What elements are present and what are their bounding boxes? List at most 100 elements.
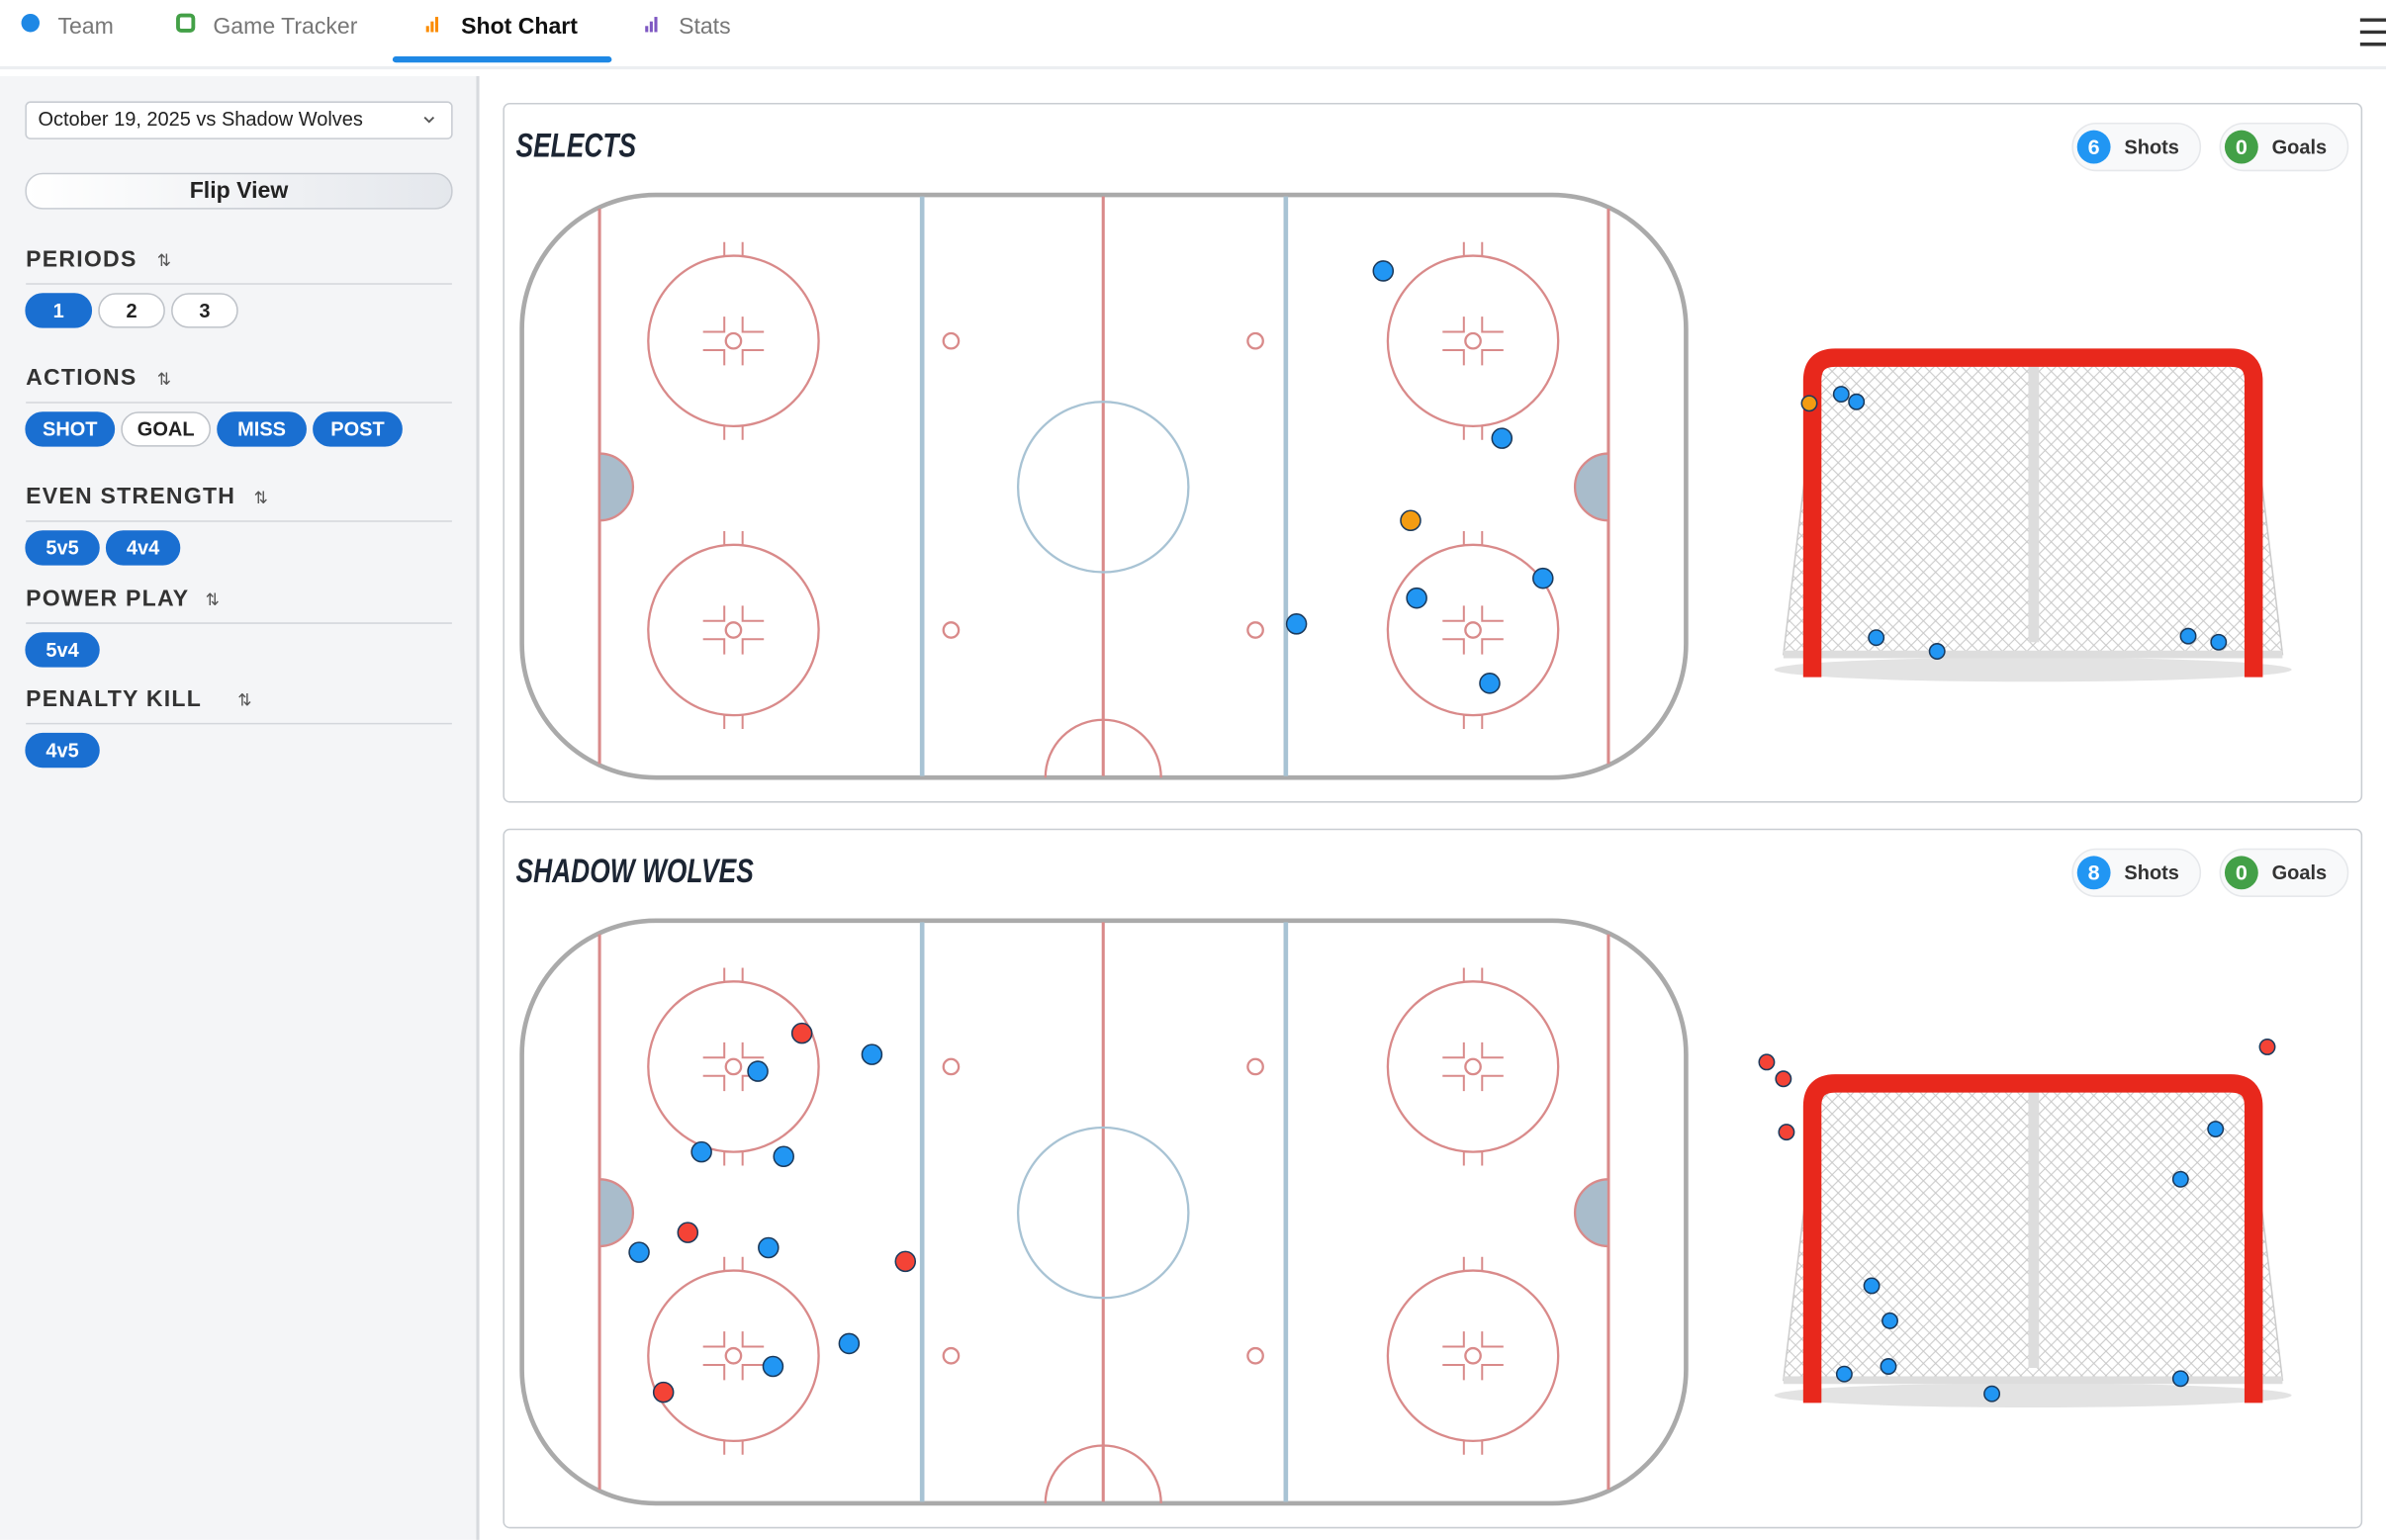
rink-shot-dot[interactable]: [1532, 567, 1554, 589]
sort-icon[interactable]: ⇅: [157, 370, 171, 389]
rink-shot-dot[interactable]: [1285, 613, 1308, 635]
tab[interactable]: Team: [21, 13, 114, 39]
filter-pill-bg: [25, 411, 116, 447]
faceoff-dot: [1464, 1057, 1482, 1076]
filter-heading: POWER PLAY: [26, 585, 189, 610]
filter-pill[interactable]: 5v5: [25, 530, 100, 566]
net: [1774, 348, 2292, 682]
filter-pill[interactable]: MISS: [217, 411, 307, 447]
filter-pill-bg: [313, 411, 403, 447]
badge-label: Goals: [2272, 136, 2328, 158]
filter-pill[interactable]: 1: [25, 293, 93, 328]
rink-shot-dot[interactable]: [1479, 673, 1501, 694]
net-shot-dot[interactable]: [1775, 1070, 1792, 1088]
net-frame: [1802, 1074, 2263, 1404]
faceoff-hashes: [702, 967, 765, 1166]
filter-pill-bg: [25, 732, 100, 769]
center-circle: [1016, 401, 1190, 574]
rink-shot-dot[interactable]: [652, 1381, 675, 1404]
net-shot-dot[interactable]: [2258, 1039, 2276, 1055]
filter-pill-bg: [105, 530, 181, 566]
filter-pill[interactable]: GOAL: [121, 411, 212, 447]
team-name: SELECTS: [515, 128, 636, 164]
net-shot-dot[interactable]: [1983, 1385, 2001, 1403]
filter-pill[interactable]: SHOT: [25, 411, 116, 447]
flip-view-button[interactable]: Flip View: [25, 172, 453, 210]
tab-icon-bar: [649, 21, 653, 33]
sort-icon[interactable]: ⇅: [237, 691, 251, 710]
filter-pill-label: GOAL: [138, 419, 195, 441]
faceoff-dot: [724, 1057, 743, 1076]
rink-shot-dot[interactable]: [1372, 260, 1395, 282]
faceoff-hashes: [1442, 1256, 1504, 1455]
rink-shot-dot[interactable]: [1406, 587, 1427, 609]
net-shot-dot[interactable]: [1835, 1365, 1853, 1383]
rink-shot-dot[interactable]: [677, 1222, 699, 1243]
neutral-dot: [942, 1346, 961, 1365]
tab-bar: [0, 0, 2386, 67]
net-shot-dot[interactable]: [1881, 1312, 1898, 1329]
rink-shot-dot[interactable]: [838, 1332, 861, 1355]
tab-icon-bar: [425, 26, 429, 33]
filter-pill-label: MISS: [237, 419, 286, 441]
rink-shot-dot[interactable]: [1400, 509, 1422, 531]
net-shot-dot[interactable]: [1880, 1358, 1897, 1375]
rink-shot-dot[interactable]: [790, 1022, 813, 1044]
faceoff-dot: [1464, 1346, 1482, 1365]
tab[interactable]: Shot Chart: [392, 13, 612, 63]
filter-pill[interactable]: 5v4: [25, 632, 100, 668]
faceoff-hashes: [702, 530, 765, 729]
net-shot-dot[interactable]: [1778, 1124, 1795, 1141]
net-shot-dot[interactable]: [1928, 643, 1946, 660]
goals-badge: 0 Goals: [2219, 848, 2349, 897]
net-shot-dot[interactable]: [1758, 1053, 1776, 1071]
rink-shot-dot[interactable]: [894, 1250, 917, 1273]
tab[interactable]: Game Tracker: [176, 13, 358, 39]
sort-icon[interactable]: ⇅: [254, 489, 268, 507]
net-shot-dot[interactable]: [2210, 633, 2228, 651]
filter-pill[interactable]: 3: [171, 293, 238, 328]
filter-pill[interactable]: 2: [98, 293, 165, 328]
net-shot-dot[interactable]: [1868, 629, 1885, 647]
rink-shot-dot[interactable]: [758, 1236, 780, 1259]
faceoff-hashes: [1442, 967, 1504, 1166]
game-select[interactable]: October 19, 2025 vs Shadow Wolves: [25, 101, 453, 139]
net-shot-dot[interactable]: [2179, 627, 2197, 645]
filter-heading: ACTIONS: [26, 364, 137, 390]
net-shot-dot[interactable]: [1863, 1277, 1881, 1295]
rink-shot-dot[interactable]: [628, 1241, 650, 1263]
net-shot-dot[interactable]: [2171, 1370, 2189, 1388]
faceoff-hashes: [1442, 241, 1504, 440]
faceoff-dot: [1464, 621, 1482, 639]
net-shot-dot[interactable]: [1832, 386, 1850, 404]
net-shot-dot[interactable]: [2171, 1170, 2189, 1188]
filter-pill[interactable]: POST: [313, 411, 403, 447]
rink-shot-dot[interactable]: [1491, 427, 1514, 449]
badge-label: Shots: [2124, 136, 2179, 158]
badge-label: Shots: [2124, 862, 2179, 884]
filter-pill-label: 4v4: [127, 538, 159, 560]
net-shadow: [1774, 657, 2292, 682]
flip-view-label: Flip View: [190, 177, 289, 203]
neutral-dot: [942, 1057, 961, 1076]
sort-icon[interactable]: ⇅: [206, 590, 220, 609]
net-shot-dot[interactable]: [1848, 393, 1866, 410]
filter-pill[interactable]: 4v5: [25, 732, 100, 769]
filter-pill-label: 5v5: [46, 538, 78, 560]
referee-crease: [1044, 718, 1162, 778]
net-shot-dot[interactable]: [2207, 1121, 2225, 1137]
filter-pill[interactable]: 4v4: [105, 530, 181, 566]
tab[interactable]: Stats: [645, 13, 731, 39]
filter-pill-bg: [171, 293, 238, 328]
net-shot-dot[interactable]: [1800, 395, 1818, 412]
menu-icon[interactable]: [2359, 18, 2386, 46]
shots-badge: 6 Shots: [2071, 122, 2202, 172]
rink-shot-dot[interactable]: [690, 1140, 712, 1163]
rink-shot-dot[interactable]: [773, 1145, 794, 1167]
rink-shot-dot[interactable]: [747, 1060, 769, 1082]
rink-shot-dot[interactable]: [762, 1355, 784, 1378]
faceoff-hashes: [1442, 530, 1504, 729]
rink-shot-dot[interactable]: [861, 1043, 883, 1065]
faceoff-hashes: [702, 1256, 765, 1455]
sort-icon[interactable]: ⇅: [157, 251, 171, 270]
